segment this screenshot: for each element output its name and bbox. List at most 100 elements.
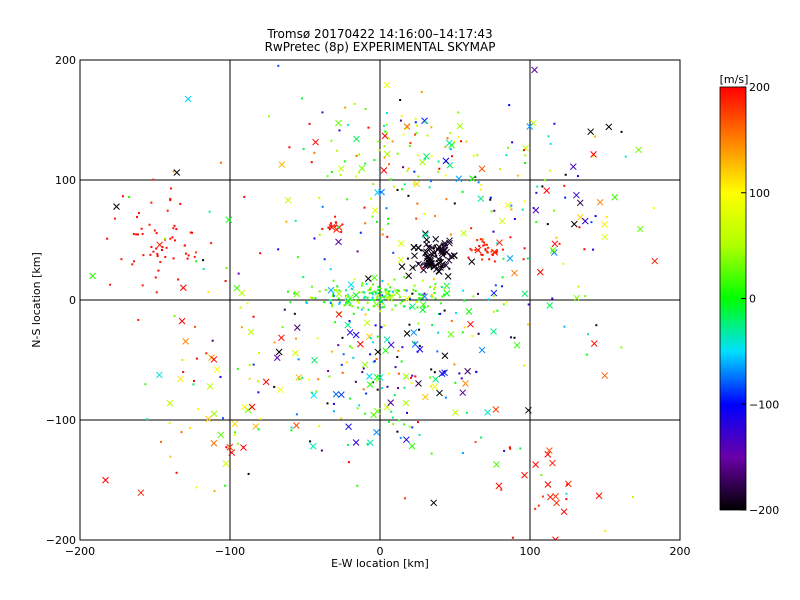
data-point-dot (403, 276, 406, 279)
data-point-x (241, 403, 248, 411)
data-point-dot (141, 232, 144, 235)
data-point-dot (387, 222, 390, 225)
data-point-dot (383, 156, 386, 159)
data-point-x (569, 163, 577, 171)
data-point-dot (361, 284, 364, 287)
data-point-dot (420, 91, 423, 94)
data-point-dot (489, 196, 492, 199)
data-point-dot (268, 115, 271, 118)
data-point-x (411, 340, 419, 348)
data-point-dot (340, 417, 343, 420)
data-point-dot (140, 227, 143, 230)
data-point-dot (397, 372, 400, 375)
data-point-dot (259, 417, 262, 420)
data-point-dot (396, 355, 399, 358)
data-point-x (387, 399, 395, 407)
data-point-x (432, 235, 440, 243)
data-point-dot (358, 301, 361, 304)
data-point-dot (356, 250, 359, 253)
data-point-dot (186, 257, 189, 260)
data-point-dot (132, 233, 135, 236)
data-point-dot (354, 380, 357, 383)
data-point-dot (381, 279, 384, 282)
data-point-dot (377, 288, 380, 291)
data-point-dot (152, 250, 155, 253)
data-point-x (374, 348, 382, 356)
data-point-dot (448, 267, 451, 270)
data-point-dot (381, 306, 384, 309)
data-point-x (511, 269, 518, 277)
data-point-dot (208, 210, 211, 213)
data-point-x (442, 262, 450, 269)
data-point-dot (438, 167, 441, 170)
data-point-x (358, 165, 366, 172)
data-point-dot (403, 289, 406, 292)
data-point-x (366, 373, 373, 380)
data-point-dot (310, 285, 313, 288)
colorbar-tick-label: −100 (749, 398, 779, 411)
data-point-dot (444, 145, 447, 148)
data-point-x (550, 249, 558, 256)
data-point-dot (277, 64, 280, 67)
data-point-dot (194, 251, 197, 254)
data-point-dot (430, 452, 433, 455)
data-point-dot (301, 376, 304, 379)
data-point-dot (195, 486, 198, 489)
data-point-x (213, 366, 221, 373)
data-point-dot (513, 336, 516, 339)
data-point-dot (337, 226, 340, 229)
data-point-x (173, 169, 181, 176)
data-point-dot (564, 173, 567, 176)
data-point-x (403, 330, 411, 337)
data-point-dot (351, 305, 354, 308)
data-point-x (467, 320, 474, 328)
data-point-dot (436, 350, 439, 353)
data-point-dot (426, 305, 429, 308)
data-point-x (432, 375, 439, 383)
data-point-dot (434, 297, 437, 300)
data-point-dot (380, 302, 383, 305)
data-point-dot (391, 416, 394, 419)
data-point-dot (371, 215, 374, 218)
data-point-dot (290, 429, 293, 432)
data-point-dot (631, 495, 634, 498)
data-point-dot (315, 390, 318, 393)
data-point-dot (337, 297, 340, 300)
data-point-x (590, 151, 597, 158)
data-point-dot (335, 288, 338, 291)
data-point-dot (258, 352, 261, 355)
data-point-dot (376, 295, 379, 298)
data-point-dot (192, 383, 195, 386)
data-point-dot (624, 155, 627, 158)
data-point-x (573, 294, 581, 302)
data-point-dot (401, 300, 404, 303)
data-point-dot (487, 298, 490, 301)
data-point-dot (477, 332, 480, 335)
data-point-dot (434, 283, 437, 286)
y-tick-label: −200 (46, 534, 76, 547)
data-point-dot (443, 252, 446, 255)
data-point-dot (399, 302, 402, 305)
data-point-dot (461, 451, 464, 454)
data-point-dot (470, 227, 473, 230)
data-point-dot (369, 286, 372, 289)
data-point-dot (173, 314, 176, 317)
data-point-dot (489, 198, 492, 201)
data-point-dot (338, 129, 341, 132)
data-point-dot (243, 195, 246, 198)
data-point-dot (477, 292, 480, 295)
data-point-dot (348, 304, 351, 307)
data-point-dot (577, 285, 580, 288)
data-point-dot (332, 410, 335, 413)
data-point-dot (385, 296, 388, 299)
data-point-dot (406, 411, 409, 414)
data-point-dot (165, 246, 168, 249)
data-point-x (352, 291, 360, 299)
data-point-dot (481, 258, 484, 261)
data-point-dot (379, 299, 382, 302)
data-point-x (474, 246, 482, 254)
data-point-dot (443, 288, 446, 291)
data-point-dot (563, 325, 566, 328)
data-point-dot (144, 383, 147, 386)
